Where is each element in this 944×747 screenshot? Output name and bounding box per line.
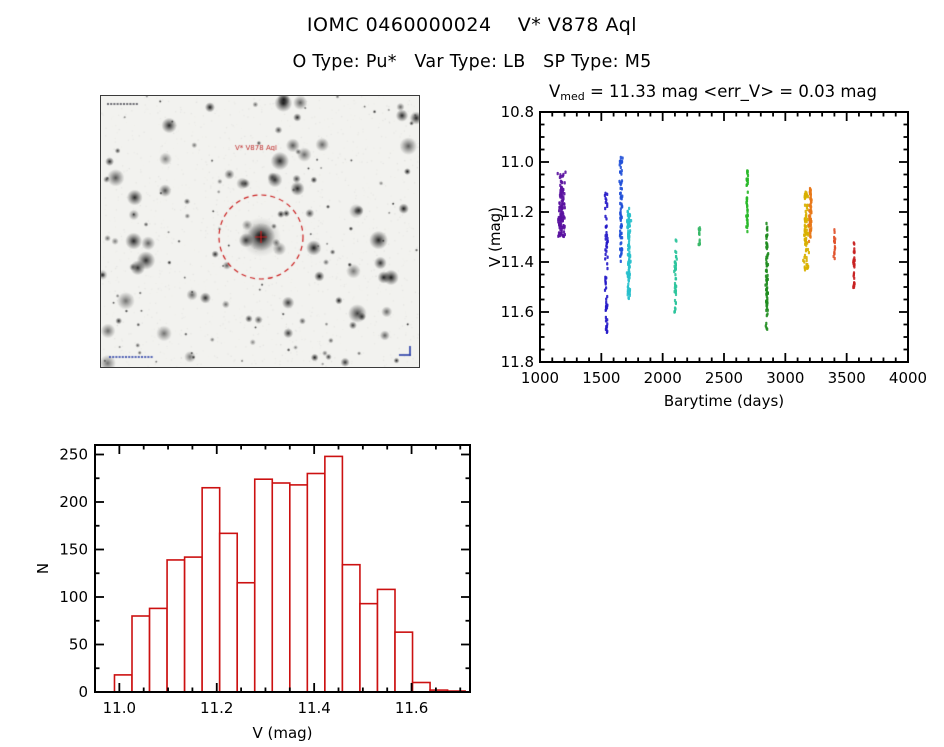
- page-subtitle: O Type: Pu* Var Type: LB SP Type: M5: [292, 52, 652, 72]
- histogram-bar: [236, 581, 256, 693]
- y-tick-label: 11.4: [501, 253, 534, 271]
- histogram-bar: [289, 484, 309, 693]
- histogram-bar: [376, 588, 396, 693]
- x-tick-label: 3000: [766, 369, 804, 387]
- vmed-subscript: med: [560, 90, 585, 103]
- y-axis-label: V (mag): [486, 207, 504, 267]
- histogram-bar: [218, 532, 239, 693]
- y-tick-label: 100: [59, 588, 88, 606]
- x-axis-label: Barytime (days): [664, 392, 784, 410]
- vmed-symbol: V: [548, 82, 561, 101]
- histogram-bar: [324, 455, 344, 693]
- y-tick-label: 0: [78, 683, 88, 701]
- histogram-bar: [359, 602, 379, 693]
- star-field-image: [100, 95, 420, 368]
- y-tick-label: 11.2: [501, 203, 534, 221]
- y-tick-label: 200: [59, 493, 88, 511]
- histogram-bar: [306, 472, 326, 693]
- histogram-bar: [271, 482, 291, 693]
- y-tick-label: 150: [59, 541, 88, 559]
- histogram-bar: [253, 478, 274, 693]
- y-tick-label: 250: [59, 446, 88, 464]
- y-tick-label: 10.8: [501, 103, 534, 121]
- histogram-bar: [394, 631, 414, 693]
- lightcurve-title: Vmed = 11.33 mag <err_V> = 0.03 mag: [486, 82, 940, 103]
- lightcurve-panel: Vmed = 11.33 mag <err_V> = 0.03 mag 1000…: [486, 82, 940, 426]
- lightcurve-plot: 1000 1500 2000 2500 3000 3500 4000 10.8 11.0 11.2…: [486, 103, 927, 410]
- y-tick-label: 50: [69, 636, 88, 654]
- x-tick-label: 11.6: [395, 699, 428, 717]
- x-tick-label: 11.0: [103, 699, 136, 717]
- y-tick-label: 11.0: [501, 153, 534, 171]
- plot-frame: [539, 111, 909, 363]
- vmed-value-text: = 11.33 mag <err_V> = 0.03 mag: [584, 82, 878, 101]
- histogram-bar: [113, 674, 133, 693]
- page-title: IOMC 0460000024 V* V878 Aql: [306, 14, 638, 36]
- x-tick-label: 1500: [582, 369, 620, 387]
- x-tick-label: 2000: [644, 369, 682, 387]
- histogram-bar: [131, 615, 151, 693]
- x-axis-label: V (mag): [252, 724, 312, 742]
- histogram-bars: [113, 455, 466, 693]
- x-tick-label: 11.2: [200, 699, 233, 717]
- histogram-plot: 11.0 11.2 11.4 11.6 0 50 100 150 200 250 V (mag) N: [34, 444, 471, 742]
- y-tick-label: 11.6: [501, 303, 534, 321]
- histogram-bar: [201, 486, 221, 693]
- histogram-panel: 11.0 11.2 11.4 11.6 0 50 100 150 200 250 V (mag) N: [30, 430, 504, 747]
- x-tick-label: 11.4: [297, 699, 330, 717]
- histogram-bar: [411, 681, 431, 693]
- x-tick-label: 2500: [705, 369, 743, 387]
- histogram-bar: [341, 563, 361, 693]
- y-axis-label: N: [34, 563, 52, 574]
- x-tick-label: 3500: [828, 369, 866, 387]
- histogram-bar: [183, 556, 203, 693]
- lightcurve-points: [556, 155, 856, 334]
- plot-frame: [94, 444, 471, 693]
- lightcurve-axes-ticks: [539, 111, 909, 363]
- y-tick-label: 11.8: [501, 353, 534, 371]
- histogram-bar: [166, 559, 186, 693]
- histogram-bar: [148, 607, 168, 693]
- x-tick-label: 1000: [521, 369, 559, 387]
- x-tick-label: 4000: [889, 369, 927, 387]
